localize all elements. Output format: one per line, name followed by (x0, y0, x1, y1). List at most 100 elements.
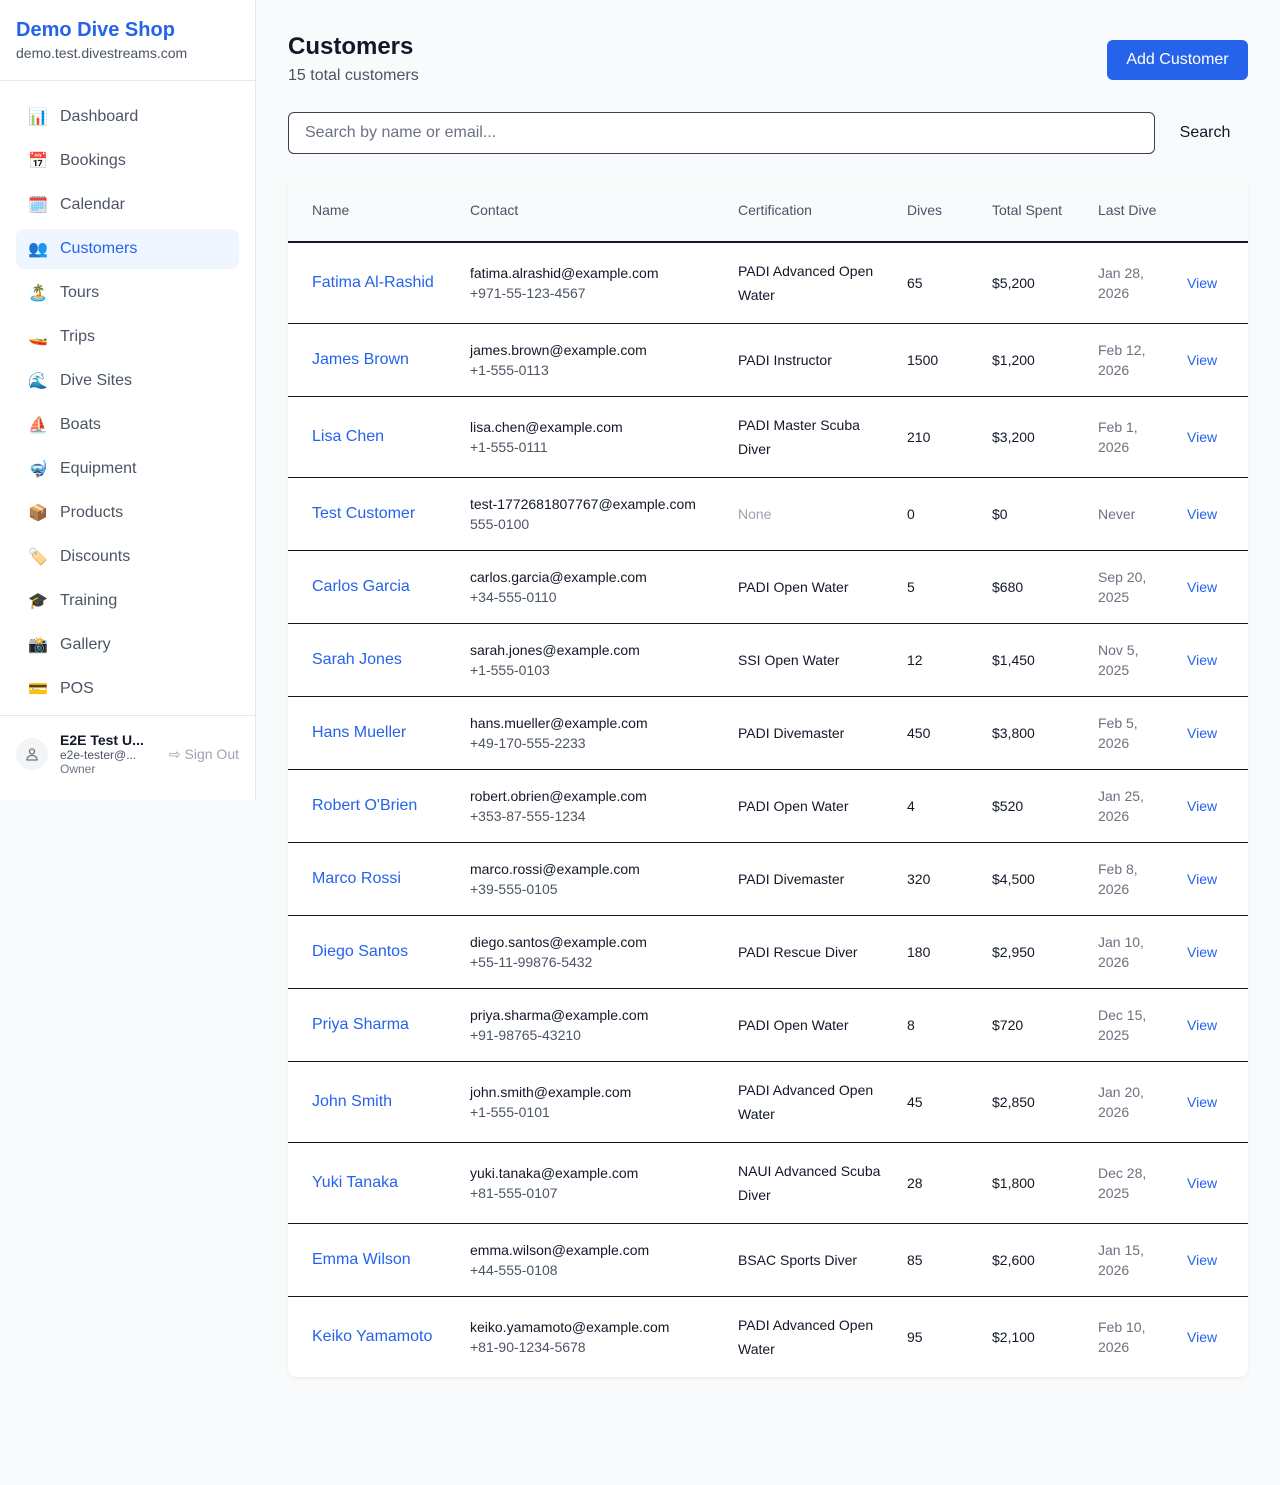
equipment-icon: 🤿 (28, 461, 48, 478)
search-button[interactable]: Search (1167, 112, 1243, 154)
customer-name-link[interactable]: James Brown (312, 351, 409, 368)
customer-dives: 320 (895, 842, 980, 916)
customer-phone: +1-555-0101 (470, 1104, 550, 1120)
view-customer-link[interactable]: View (1187, 1017, 1218, 1033)
customer-email: sarah.jones@example.com (470, 642, 640, 658)
sidebar-item-label: Training (60, 592, 118, 609)
brand: Demo Dive Shop demo.test.divestreams.com (0, 0, 255, 81)
customer-phone: +971-55-123-4567 (470, 285, 586, 301)
customer-last-dive: Feb 10, 2026 (1098, 1319, 1146, 1355)
customer-name-link[interactable]: Robert O'Brien (312, 797, 418, 814)
table-row: Priya Sharma priya.sharma@example.com +91… (288, 988, 1248, 1062)
customer-dives: 4 (895, 769, 980, 843)
sidebar-item-tours[interactable]: 🏝️ Tours (16, 273, 239, 313)
customer-last-dive: Feb 12, 2026 (1086, 323, 1175, 397)
customer-dives: 95 (907, 1329, 923, 1345)
col-total-spent: Total Spent (980, 178, 1086, 243)
customer-certification: PADI Master Scuba Diver (726, 396, 895, 478)
view-customer-link[interactable]: View (1187, 871, 1218, 887)
view-customer-link[interactable]: View (1187, 352, 1218, 368)
sign-out-button[interactable]: ⇨ Sign Out (169, 746, 239, 763)
customer-dives: 450 (895, 696, 980, 770)
sidebar-item-pos[interactable]: 💳 POS (16, 669, 239, 709)
sidebar-item-customers[interactable]: 👥 Customers (16, 229, 239, 269)
col-certification: Certification (726, 178, 895, 243)
view-customer-link[interactable]: View (1187, 944, 1218, 960)
customer-name-link[interactable]: Priya Sharma (312, 1016, 409, 1033)
tours-icon: 🏝️ (28, 285, 48, 302)
table-row: Sarah Jones sarah.jones@example.com +1-55… (288, 623, 1248, 697)
view-customer-link[interactable]: View (1187, 652, 1218, 668)
customer-email: hans.mueller@example.com (470, 715, 648, 731)
table-row: Hans Mueller hans.mueller@example.com +49… (288, 696, 1248, 770)
customer-phone: +353-87-555-1234 (470, 808, 586, 824)
customer-name-link[interactable]: Yuki Tanaka (312, 1174, 398, 1191)
view-customer-link[interactable]: View (1187, 798, 1218, 814)
sidebar-item-discounts[interactable]: 🏷️ Discounts (16, 537, 239, 577)
brand-name[interactable]: Demo Dive Shop (16, 19, 175, 41)
user-panel: E2E Test U... e2e-tester@... Owner ⇨ Sig… (0, 715, 255, 792)
customer-phone: +1-555-0111 (470, 439, 548, 455)
sidebar-item-dashboard[interactable]: 📊 Dashboard (16, 97, 239, 137)
bookings-icon: 📅 (28, 153, 48, 170)
sidebar: Demo Dive Shop demo.test.divestreams.com… (0, 0, 256, 800)
view-customer-link[interactable]: View (1187, 1175, 1218, 1191)
sign-out-label: Sign Out (184, 745, 239, 762)
sidebar-item-dive-sites[interactable]: 🌊 Dive Sites (16, 361, 239, 401)
customer-name-link[interactable]: Emma Wilson (312, 1251, 411, 1268)
view-customer-link[interactable]: View (1187, 725, 1218, 741)
view-customer-link[interactable]: View (1187, 1252, 1218, 1268)
customer-email: test-1772681807767@example.com (470, 496, 696, 512)
view-customer-link[interactable]: View (1187, 429, 1218, 445)
sidebar-item-calendar[interactable]: 🗓️ Calendar (16, 185, 239, 225)
customer-name-link[interactable]: Hans Mueller (312, 724, 407, 741)
col-name[interactable]: Name (288, 178, 458, 243)
sidebar-item-equipment[interactable]: 🤿 Equipment (16, 449, 239, 489)
customer-dives: 65 (895, 242, 980, 324)
customer-name-link[interactable]: Diego Santos (312, 943, 409, 960)
customer-last-dive: Dec 28, 2025 (1086, 1142, 1175, 1224)
customer-name-link[interactable]: Sarah Jones (312, 651, 402, 668)
sidebar-item-products[interactable]: 📦 Products (16, 493, 239, 533)
customer-phone: +81-90-1234-5678 (470, 1339, 586, 1355)
col-actions (1175, 178, 1248, 243)
sidebar-item-trips[interactable]: 🚤 Trips (16, 317, 239, 357)
customer-name-link[interactable]: Fatima Al-Rashid (312, 274, 434, 291)
customer-name-link[interactable]: Test Customer (312, 505, 416, 522)
customer-name-link[interactable]: Keiko Yamamoto (312, 1328, 433, 1345)
customer-last-dive: Feb 5, 2026 (1086, 696, 1175, 770)
table-row: Marco Rossi marco.rossi@example.com +39-5… (288, 842, 1248, 916)
table-row: Carlos Garcia carlos.garcia@example.com +… (288, 550, 1248, 624)
customers-icon: 👥 (28, 241, 48, 258)
customer-email: keiko.yamamoto@example.com (470, 1319, 670, 1335)
view-customer-link[interactable]: View (1187, 275, 1218, 291)
sidebar-item-label: Trips (60, 328, 95, 345)
sidebar-item-gallery[interactable]: 📸 Gallery (16, 625, 239, 665)
table-row: Test Customer test-1772681807767@example… (288, 477, 1248, 551)
table-row: Diego Santos diego.santos@example.com +55… (288, 915, 1248, 989)
customer-name-link[interactable]: Marco Rossi (312, 870, 401, 887)
sidebar-item-bookings[interactable]: 📅 Bookings (16, 141, 239, 181)
sidebar-item-boats[interactable]: ⛵ Boats (16, 405, 239, 445)
discounts-icon: 🏷️ (28, 549, 48, 566)
col-last-dive: Last Dive (1086, 178, 1175, 243)
sidebar-item-training[interactable]: 🎓 Training (16, 581, 239, 621)
customer-name-link[interactable]: John Smith (312, 1093, 393, 1110)
dashboard-icon: 📊 (28, 109, 48, 126)
view-customer-link[interactable]: View (1187, 1329, 1218, 1345)
customer-last-dive: Jan 25, 2026 (1086, 769, 1175, 843)
sidebar-item-label: Dashboard (60, 108, 139, 125)
customer-certification: PADI Open Water (726, 988, 895, 1062)
sidebar-item-label: Dive Sites (60, 372, 133, 389)
view-customer-link[interactable]: View (1187, 579, 1218, 595)
customer-name-link[interactable]: Lisa Chen (312, 428, 385, 445)
add-customer-button[interactable]: Add Customer (1107, 40, 1248, 80)
customer-name-link[interactable]: Carlos Garcia (312, 578, 410, 595)
table-row: Keiko Yamamoto keiko.yamamoto@example.co… (288, 1297, 1248, 1378)
view-customer-link[interactable]: View (1187, 506, 1218, 522)
brand-domain: demo.test.divestreams.com (16, 45, 188, 61)
view-customer-link[interactable]: View (1187, 1094, 1218, 1110)
table-header: Name Contact Certification Dives Total S… (288, 178, 1248, 243)
search-input[interactable] (288, 112, 1155, 154)
customer-last-dive: Jan 20, 2026 (1086, 1061, 1175, 1143)
